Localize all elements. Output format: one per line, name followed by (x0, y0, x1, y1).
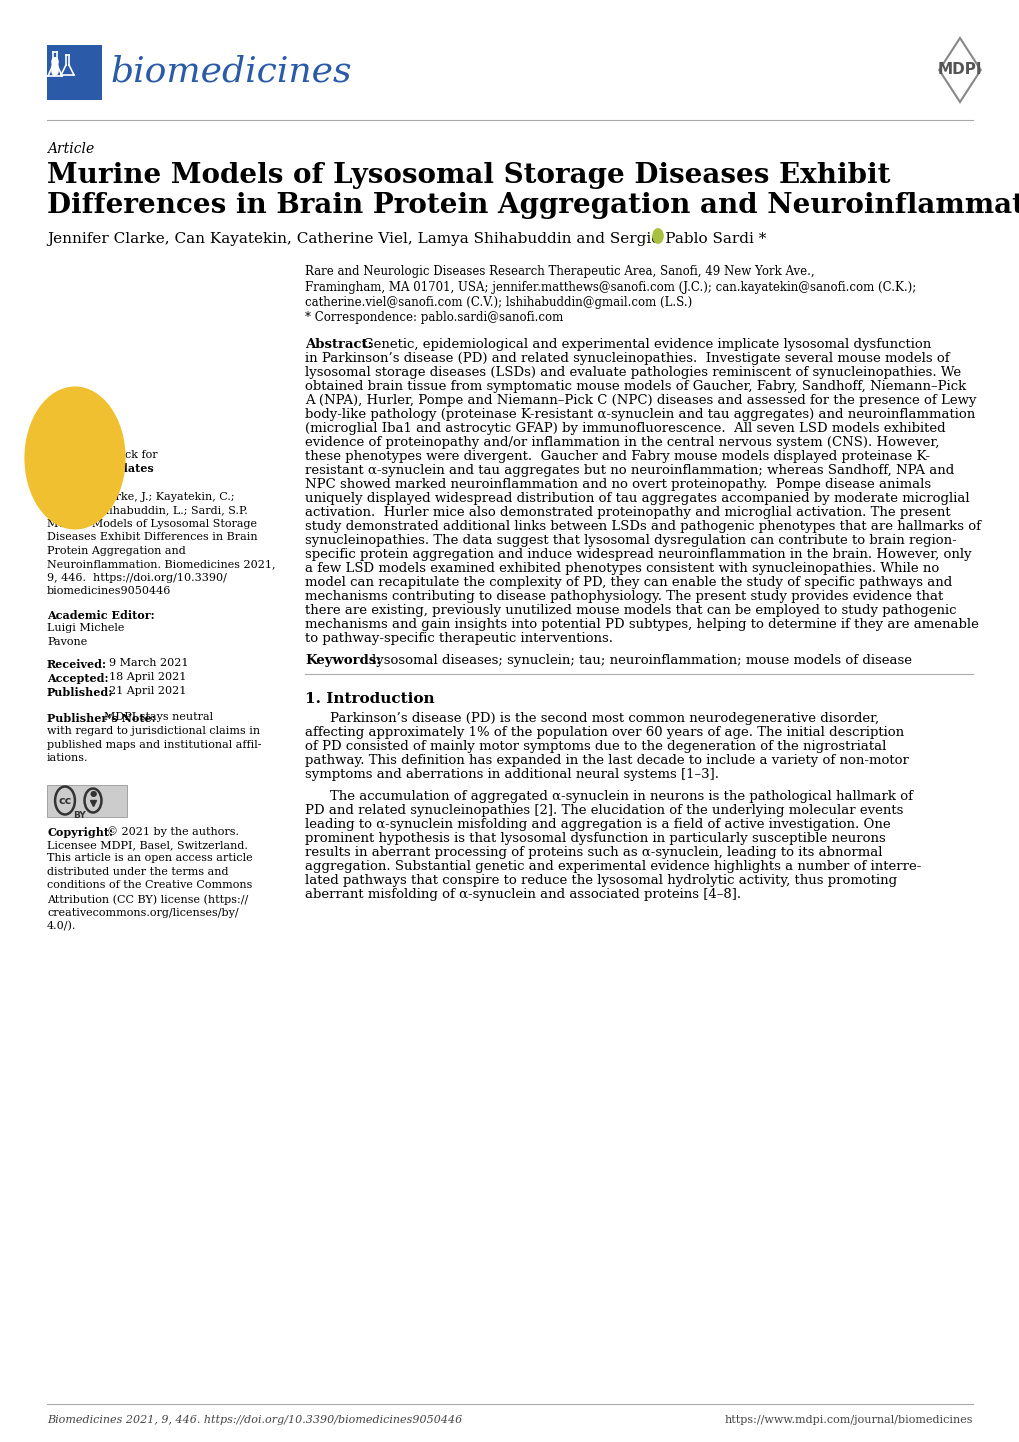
Text: creativecommons.org/licenses/by/: creativecommons.org/licenses/by/ (47, 907, 238, 917)
Text: Parkinson’s disease (PD) is the second most common neurodegenerative disorder,: Parkinson’s disease (PD) is the second m… (330, 712, 878, 725)
Text: Received:: Received: (47, 659, 107, 669)
Text: Accepted:: Accepted: (47, 672, 108, 684)
Text: Rare and Neurologic Diseases Research Therapeutic Area, Sanofi, 49 New York Ave.: Rare and Neurologic Diseases Research Th… (305, 265, 814, 278)
Text: aggregation. Substantial genetic and experimental evidence highlights a number o: aggregation. Substantial genetic and exp… (305, 859, 920, 872)
Text: Attribution (CC BY) license (https://: Attribution (CC BY) license (https:// (47, 894, 248, 904)
Text: Diseases Exhibit Differences in Brain: Diseases Exhibit Differences in Brain (47, 532, 258, 542)
Text: ●: ● (90, 789, 97, 797)
Text: BY: BY (72, 812, 86, 820)
Text: Jennifer Clarke, Can Kayatekin, Catherine Viel, Lamya Shihabuddin and Sergio Pab: Jennifer Clarke, Can Kayatekin, Catherin… (47, 232, 765, 247)
Text: Neuroinflammation. Biomedicines 2021,: Neuroinflammation. Biomedicines 2021, (47, 559, 275, 570)
Circle shape (52, 66, 58, 75)
Text: conditions of the Creative Commons: conditions of the Creative Commons (47, 881, 252, 891)
Circle shape (652, 229, 662, 244)
Text: Framingham, MA 01701, USA; jennifer.matthews@sanofi.com (J.C.); can.kayatekin@sa: Framingham, MA 01701, USA; jennifer.matt… (305, 281, 915, 294)
Text: cc: cc (58, 796, 71, 806)
Text: Luigi Michele: Luigi Michele (47, 623, 124, 633)
Text: © 2021 by the authors.: © 2021 by the authors. (107, 826, 238, 838)
Text: aberrant misfolding of α-synuclein and associated proteins [4–8].: aberrant misfolding of α-synuclein and a… (305, 888, 741, 901)
Text: catherine.viel@sanofi.com (C.V.); lshihabuddin@gmail.com (L.S.): catherine.viel@sanofi.com (C.V.); lshiha… (305, 296, 692, 309)
Text: Viel, C.; Shihabuddin, L.; Sardi, S.P.: Viel, C.; Shihabuddin, L.; Sardi, S.P. (47, 506, 248, 515)
Text: Genetic, epidemiological and experimental evidence implicate lysosomal dysfuncti: Genetic, epidemiological and experimenta… (363, 337, 930, 350)
Text: distributed under the terms and: distributed under the terms and (47, 867, 228, 877)
Text: 1. Introduction: 1. Introduction (305, 692, 434, 707)
Text: check for: check for (105, 450, 158, 460)
Text: specific protein aggregation and induce widespread neuroinflammation in the brai: specific protein aggregation and induce … (305, 548, 971, 561)
Text: MDPI: MDPI (936, 62, 981, 78)
Text: Copyright:: Copyright: (47, 826, 113, 838)
Text: * Correspondence: pablo.sardi@sanofi.com: * Correspondence: pablo.sardi@sanofi.com (305, 311, 562, 324)
Bar (47, 784, 127, 816)
Text: uniquely displayed widespread distribution of tau aggregates accompanied by mode: uniquely displayed widespread distributi… (305, 492, 969, 505)
Text: Abstract:: Abstract: (305, 337, 372, 350)
Text: synucleinopathies. The data suggest that lysosomal dysregulation can contribute : synucleinopathies. The data suggest that… (305, 534, 956, 547)
Text: (microglial Iba1 and astrocytic GFAP) by immunofluorescence.  All seven LSD mode: (microglial Iba1 and astrocytic GFAP) by… (305, 423, 945, 435)
Text: A (NPA), Hurler, Pompe and Niemann–Pick C (NPC) diseases and assessed for the pr: A (NPA), Hurler, Pompe and Niemann–Pick … (305, 394, 975, 407)
Text: of PD consisted of mainly motor symptoms due to the degeneration of the nigrostr: of PD consisted of mainly motor symptoms… (305, 740, 886, 753)
Text: lysosomal diseases; synuclein; tau; neuroinflammation; mouse models of disease: lysosomal diseases; synuclein; tau; neur… (372, 655, 911, 668)
Circle shape (24, 386, 125, 529)
Text: The accumulation of aggregated α-synuclein in neurons is the pathological hallma: The accumulation of aggregated α-synucle… (330, 790, 912, 803)
Text: biomedicines: biomedicines (110, 55, 352, 89)
Text: there are existing, previously unutilized mouse models that can be employed to s: there are existing, previously unutilize… (305, 604, 956, 617)
Text: 9, 446.  https://doi.org/10.3390/: 9, 446. https://doi.org/10.3390/ (47, 572, 226, 583)
Text: affecting approximately 1% of the population over 60 years of age. The initial d: affecting approximately 1% of the popula… (305, 725, 903, 738)
Text: evidence of proteinopathy and/or inflammation in the central nervous system (CNS: evidence of proteinopathy and/or inflamm… (305, 435, 938, 448)
Bar (47, 45, 102, 99)
Text: 4.0/).: 4.0/). (47, 921, 76, 932)
Text: PD and related synucleinopathies [2]. The elucidation of the underlying molecula: PD and related synucleinopathies [2]. Th… (305, 805, 903, 818)
Text: resistant α-synuclein and tau aggregates but no neuroinflammation; whereas Sandh: resistant α-synuclein and tau aggregates… (305, 464, 954, 477)
Text: 21 April 2021: 21 April 2021 (109, 686, 186, 696)
Text: MDPI stays neutral: MDPI stays neutral (104, 712, 213, 722)
Text: with regard to jurisdictional claims in: with regard to jurisdictional claims in (47, 725, 260, 735)
Text: mechanisms and gain insights into potential PD subtypes, helping to determine if: mechanisms and gain insights into potent… (305, 619, 978, 632)
Text: Academic Editor:: Academic Editor: (47, 610, 155, 622)
Text: Keywords:: Keywords: (305, 655, 381, 668)
Text: to pathway-specific therapeutic interventions.: to pathway-specific therapeutic interven… (305, 632, 612, 645)
Text: these phenotypes were divergent.  Gaucher and Fabry mouse models displayed prote: these phenotypes were divergent. Gaucher… (305, 450, 929, 463)
Text: This article is an open access article: This article is an open access article (47, 854, 253, 864)
Text: model can recapitulate the complexity of PD, they can enable the study of specif: model can recapitulate the complexity of… (305, 575, 952, 588)
Circle shape (52, 62, 58, 71)
Text: Article: Article (47, 141, 94, 156)
Text: iations.: iations. (47, 753, 89, 763)
Text: Murine Models of Lysosomal Storage Diseases Exhibit: Murine Models of Lysosomal Storage Disea… (47, 162, 890, 189)
Text: Clarke, J.; Kayatekin, C.;: Clarke, J.; Kayatekin, C.; (97, 492, 234, 502)
Text: published maps and institutional affil-: published maps and institutional affil- (47, 740, 261, 750)
Text: Published:: Published: (47, 686, 113, 698)
Text: mechanisms contributing to disease pathophysiology. The present study provides e: mechanisms contributing to disease patho… (305, 590, 943, 603)
Text: body-like pathology (proteinase K-resistant α-synuclein and tau aggregates) and : body-like pathology (proteinase K-resist… (305, 408, 974, 421)
Text: iD: iD (653, 234, 661, 239)
Text: results in aberrant processing of proteins such as α-synuclein, leading to its a: results in aberrant processing of protei… (305, 846, 881, 859)
Text: leading to α-synuclein misfolding and aggregation is a field of active investiga: leading to α-synuclein misfolding and ag… (305, 818, 890, 831)
Text: biomedicines9050446: biomedicines9050446 (47, 587, 171, 597)
Text: Protein Aggregation and: Protein Aggregation and (47, 547, 185, 557)
Text: Biomedicines 2021, 9, 446. https://doi.org/10.3390/biomedicines9050446: Biomedicines 2021, 9, 446. https://doi.o… (47, 1415, 462, 1425)
Text: https://www.mdpi.com/journal/biomedicines: https://www.mdpi.com/journal/biomedicine… (723, 1415, 972, 1425)
Text: NPC showed marked neuroinflammation and no overt proteinopathy.  Pompe disease a: NPC showed marked neuroinflammation and … (305, 477, 930, 490)
Text: 9 March 2021: 9 March 2021 (109, 659, 189, 669)
Text: symptoms and aberrations in additional neural systems [1–3].: symptoms and aberrations in additional n… (305, 769, 718, 782)
Text: lated pathways that conspire to reduce the lysosomal hydrolytic activity, thus p: lated pathways that conspire to reduce t… (305, 874, 897, 887)
Text: a few LSD models examined exhibited phenotypes consistent with synucleinopathies: a few LSD models examined exhibited phen… (305, 562, 938, 575)
Text: 18 April 2021: 18 April 2021 (109, 672, 186, 682)
Circle shape (52, 58, 58, 66)
Text: obtained brain tissue from symptomatic mouse models of Gaucher, Fabry, Sandhoff,: obtained brain tissue from symptomatic m… (305, 381, 965, 394)
Text: in Parkinson’s disease (PD) and related synucleinopathies.  Investigate several : in Parkinson’s disease (PD) and related … (305, 352, 949, 365)
Text: Differences in Brain Protein Aggregation and Neuroinflammation: Differences in Brain Protein Aggregation… (47, 192, 1019, 219)
Text: Licensee MDPI, Basel, Switzerland.: Licensee MDPI, Basel, Switzerland. (47, 841, 248, 849)
Text: activation.  Hurler mice also demonstrated proteinopathy and microglial activati: activation. Hurler mice also demonstrate… (305, 506, 950, 519)
Text: pathway. This definition has expanded in the last decade to include a variety of: pathway. This definition has expanded in… (305, 754, 908, 767)
Text: Pavone: Pavone (47, 637, 88, 647)
Text: prominent hypothesis is that lysosomal dysfunction in particularly susceptible n: prominent hypothesis is that lysosomal d… (305, 832, 884, 845)
Text: Citation:: Citation: (47, 492, 102, 503)
Text: lysosomal storage diseases (LSDs) and evaluate pathologies reminiscent of synucl: lysosomal storage diseases (LSDs) and ev… (305, 366, 960, 379)
Text: updates: updates (105, 463, 155, 474)
Text: Murine Models of Lysosomal Storage: Murine Models of Lysosomal Storage (47, 519, 257, 529)
Text: Publisher’s Note:: Publisher’s Note: (47, 712, 156, 724)
Text: study demonstrated additional links between LSDs and pathogenic phenotypes that : study demonstrated additional links betw… (305, 521, 980, 534)
